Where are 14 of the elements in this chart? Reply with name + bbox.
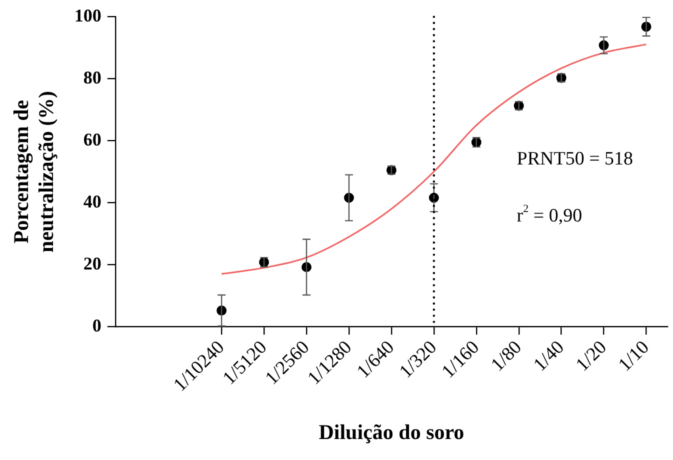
y-tick-label: 80 — [83, 67, 102, 88]
y-tick-label: 20 — [83, 253, 102, 274]
y-tick-label: 40 — [83, 191, 102, 212]
x-tick-label: 1/20 — [572, 336, 611, 376]
x-axis-title: Diluição do soro — [318, 420, 464, 444]
x-tick-label: 1/10 — [614, 336, 654, 376]
x-tick-label: 1/40 — [530, 336, 568, 376]
y-tick-label: 0 — [92, 315, 102, 336]
annotation: PRNT50 = 518 — [516, 148, 634, 170]
y-tick-label: 100 — [74, 5, 102, 26]
y-axis-title: Porcentagem de neutralização (%) — [9, 90, 58, 252]
y-tick-label: 60 — [83, 129, 102, 150]
x-tick-label: 1/80 — [487, 336, 526, 376]
line-series — [220, 44, 648, 275]
